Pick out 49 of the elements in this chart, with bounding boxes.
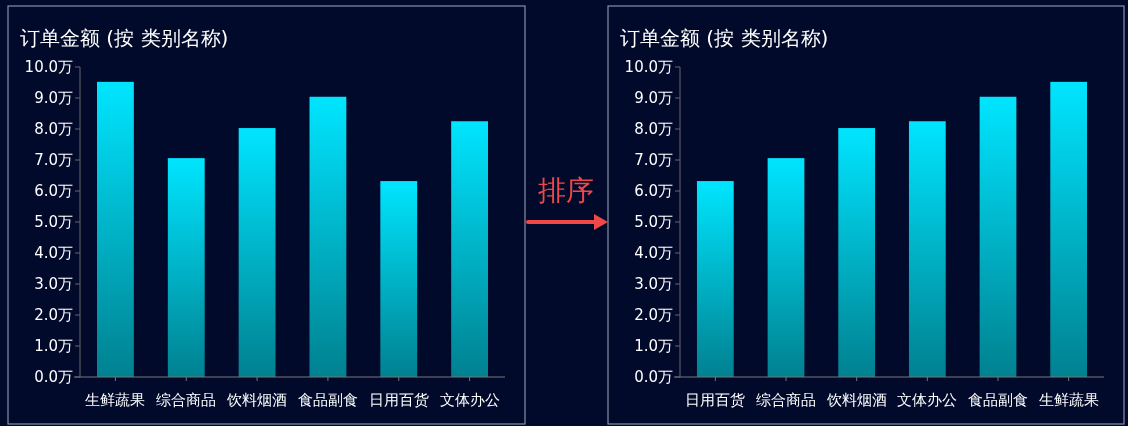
y-tick-label: 6.0万 [634, 182, 673, 201]
y-tick-label: 0.0万 [634, 368, 673, 387]
bar [767, 158, 805, 377]
bar [451, 121, 488, 377]
bar [979, 96, 1017, 377]
y-tick-label: 9.0万 [34, 89, 73, 108]
bar [380, 181, 418, 377]
y-tick-label: 2.0万 [34, 306, 73, 325]
x-tick-label: 饮料烟酒 [226, 391, 288, 409]
y-tick-label: 10.0万 [624, 58, 673, 77]
bar [908, 121, 946, 377]
x-tick-label: 日用百货 [368, 391, 429, 409]
x-tick-label: 食品副食 [968, 391, 1028, 409]
y-tick-label: 8.0万 [34, 120, 73, 139]
y-tick-label: 0.0万 [34, 368, 73, 387]
x-tick-label: 日用百货 [685, 391, 746, 409]
y-tick-label: 4.0万 [634, 244, 673, 263]
bar [238, 128, 276, 377]
x-tick-label: 综合商品 [156, 391, 217, 409]
y-tick-label: 7.0万 [34, 151, 73, 170]
y-tick-label: 5.0万 [34, 213, 73, 232]
x-tick-label: 文体办公 [439, 391, 500, 409]
y-tick-label: 2.0万 [634, 306, 673, 325]
y-tick-label: 8.0万 [634, 120, 673, 139]
bar [838, 128, 876, 377]
y-tick-label: 3.0万 [34, 275, 73, 294]
y-tick-label: 1.0万 [34, 337, 73, 356]
x-tick-label: 综合商品 [756, 391, 816, 409]
y-tick-label: 9.0万 [634, 89, 673, 108]
x-tick-label: 文体办公 [897, 391, 958, 409]
y-tick-label: 5.0万 [634, 213, 673, 232]
bar [696, 181, 734, 377]
text: 排序 [538, 174, 594, 207]
bar [167, 158, 205, 377]
chart-title: 订单金额 (按 类别名称) [620, 26, 829, 50]
y-tick-label: 4.0万 [34, 244, 73, 263]
x-tick-label: 饮料烟酒 [825, 391, 887, 409]
y-tick-label: 6.0万 [34, 182, 73, 201]
y-tick-label: 10.0万 [24, 58, 73, 77]
y-tick-label: 7.0万 [634, 151, 673, 170]
x-tick-label: 食品副食 [297, 391, 358, 409]
x-tick-label: 生鲜蔬果 [85, 391, 146, 409]
chart-title: 订单金额 (按 类别名称) [20, 26, 229, 50]
y-tick-label: 3.0万 [634, 275, 673, 294]
bar [309, 96, 347, 377]
bar [97, 81, 134, 377]
y-tick-label: 1.0万 [634, 337, 673, 356]
x-tick-label: 生鲜蔬果 [1038, 391, 1099, 409]
bar [1050, 81, 1088, 377]
